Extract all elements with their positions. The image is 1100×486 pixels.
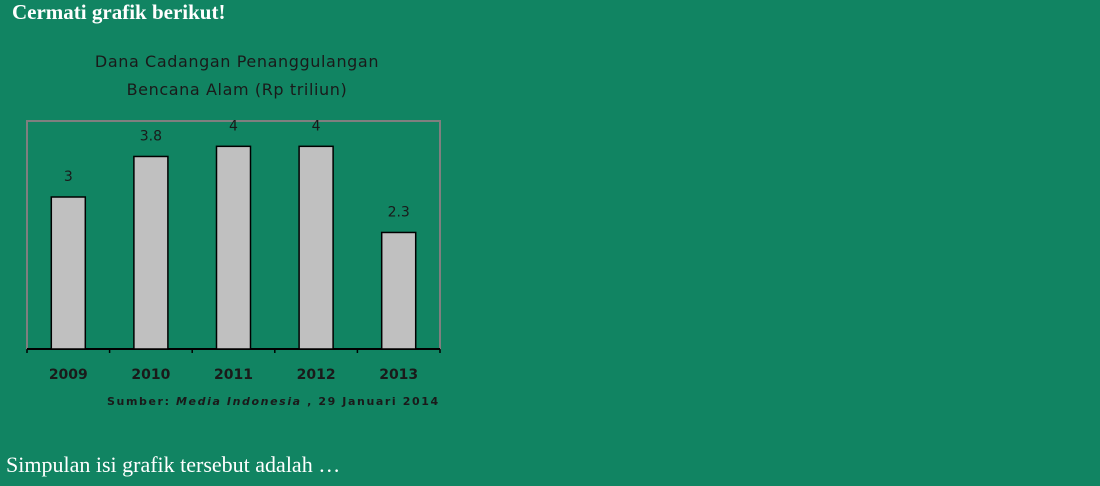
value-label: 2.3 xyxy=(388,204,410,220)
source: Sumber: Media Indonesia , 29 Januari 201… xyxy=(107,395,440,408)
bar xyxy=(298,145,334,350)
x-tick-label: 2012 xyxy=(297,367,336,383)
source-name: Media Indonesia xyxy=(176,395,302,408)
x-tick-label: 2013 xyxy=(379,367,418,383)
x-tick-label: 2010 xyxy=(131,367,170,383)
source-label: Sumber: xyxy=(107,395,171,408)
bar xyxy=(133,155,169,350)
value-label: 4 xyxy=(312,118,321,134)
x-tick-label: 2011 xyxy=(214,367,253,383)
question: Simpulan isi grafik tersebut adalah … xyxy=(6,452,341,477)
bar xyxy=(380,231,417,350)
value-label: 3.8 xyxy=(140,128,162,144)
bar xyxy=(50,196,87,350)
x-tick-label: 2009 xyxy=(49,367,88,383)
bar xyxy=(215,145,252,350)
value-label: 4 xyxy=(229,118,238,134)
heading: Cermati grafik berikut! xyxy=(12,0,226,24)
source-date: , 29 Januari 2014 xyxy=(307,395,440,408)
value-label: 3 xyxy=(64,169,73,185)
chart-title: Dana Cadangan Penanggulangan Bencana Ala… xyxy=(94,52,380,99)
